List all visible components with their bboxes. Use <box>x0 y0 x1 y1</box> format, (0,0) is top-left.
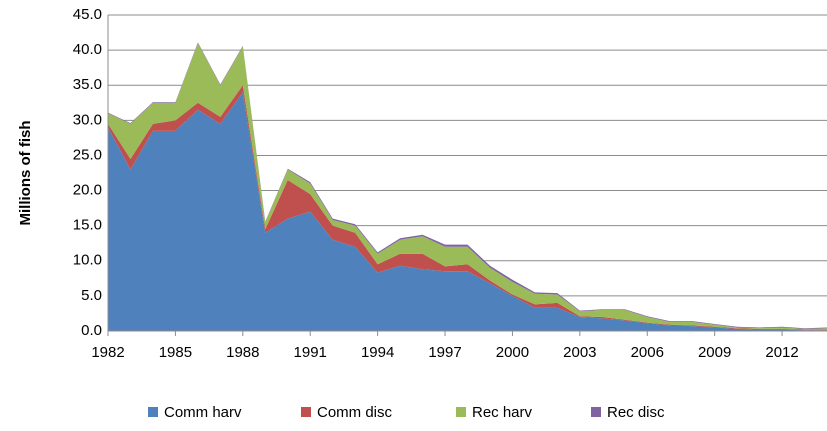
y-tick-label: 40.0 <box>73 41 102 58</box>
legend-label: Comm harv <box>164 404 242 421</box>
x-tick-label: 1994 <box>361 344 394 361</box>
legend-item: Rec disc <box>591 404 665 421</box>
x-tick-label: 1997 <box>428 344 461 361</box>
legend-item: Rec harv <box>456 404 533 421</box>
legend-swatch <box>591 407 601 417</box>
y-tick-label: 20.0 <box>73 182 102 199</box>
y-tick-label: 45.0 <box>73 6 102 23</box>
x-tick-label: 1991 <box>294 344 327 361</box>
x-tick-label: 1985 <box>159 344 192 361</box>
legend-swatch <box>301 407 311 417</box>
legend-label: Comm disc <box>317 404 393 421</box>
x-tick-label: 2006 <box>631 344 664 361</box>
area <box>108 92 827 331</box>
legend-item: Comm harv <box>148 404 242 421</box>
y-tick-label: 0.0 <box>81 322 102 339</box>
x-tick-label: 2000 <box>496 344 529 361</box>
y-tick-label: 5.0 <box>81 287 102 304</box>
legend-label: Rec disc <box>607 404 665 421</box>
x-tick-label: 1982 <box>91 344 124 361</box>
x-tick-label: 2009 <box>698 344 731 361</box>
y-tick-label: 30.0 <box>73 111 102 128</box>
legend-swatch <box>456 407 466 417</box>
x-tick-label: 2012 <box>765 344 798 361</box>
legend-swatch <box>148 407 158 417</box>
y-tick-label: 10.0 <box>73 252 102 269</box>
x-tick-label: 1988 <box>226 344 259 361</box>
legend-item: Comm disc <box>301 404 393 421</box>
y-tick-label: 25.0 <box>73 146 102 163</box>
y-tick-label: 35.0 <box>73 76 102 93</box>
y-axis-label: Millions of fish <box>17 121 34 226</box>
x-tick-label: 2003 <box>563 344 596 361</box>
legend-label: Rec harv <box>472 404 533 421</box>
y-tick-label: 15.0 <box>73 217 102 234</box>
